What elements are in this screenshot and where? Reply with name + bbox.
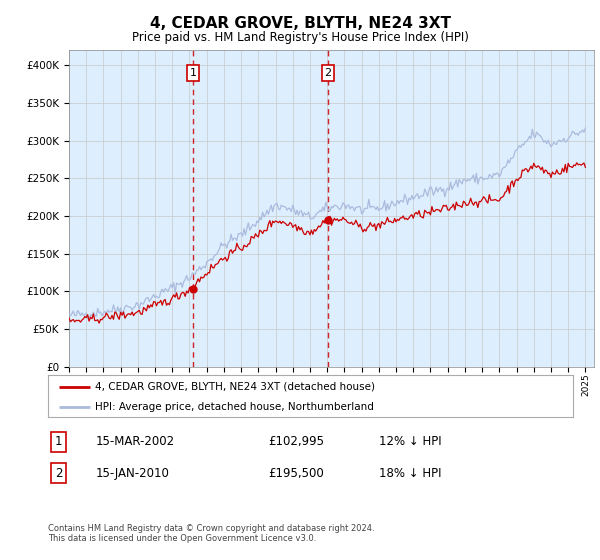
Text: Contains HM Land Registry data © Crown copyright and database right 2024.
This d: Contains HM Land Registry data © Crown c…	[48, 524, 374, 543]
Text: £195,500: £195,500	[269, 466, 324, 480]
Text: 2: 2	[55, 466, 62, 480]
Text: HPI: Average price, detached house, Northumberland: HPI: Average price, detached house, Nort…	[95, 402, 374, 412]
Text: 1: 1	[190, 68, 197, 78]
Text: £102,995: £102,995	[269, 435, 325, 449]
Text: 4, CEDAR GROVE, BLYTH, NE24 3XT: 4, CEDAR GROVE, BLYTH, NE24 3XT	[149, 16, 451, 31]
Text: 18% ↓ HPI: 18% ↓ HPI	[379, 466, 441, 480]
Text: 1: 1	[55, 435, 62, 449]
Text: 15-JAN-2010: 15-JAN-2010	[95, 466, 169, 480]
Text: 2: 2	[325, 68, 331, 78]
Text: Price paid vs. HM Land Registry's House Price Index (HPI): Price paid vs. HM Land Registry's House …	[131, 31, 469, 44]
Text: 15-MAR-2002: 15-MAR-2002	[95, 435, 175, 449]
Text: 4, CEDAR GROVE, BLYTH, NE24 3XT (detached house): 4, CEDAR GROVE, BLYTH, NE24 3XT (detache…	[95, 382, 375, 392]
Text: 12% ↓ HPI: 12% ↓ HPI	[379, 435, 442, 449]
